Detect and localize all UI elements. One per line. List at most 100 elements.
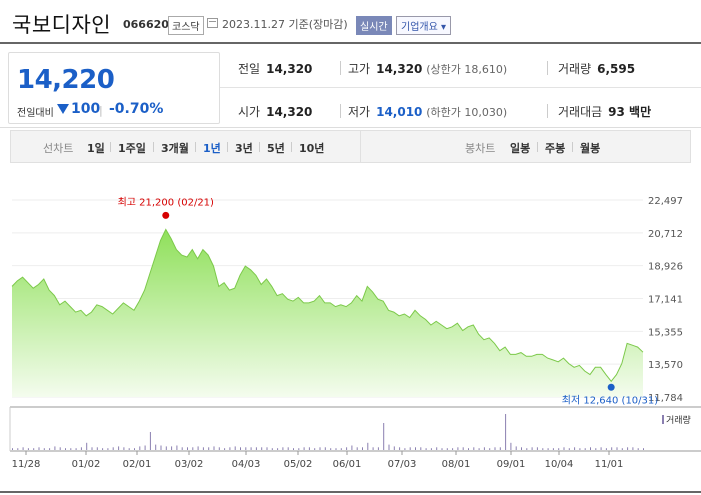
volume-bar xyxy=(86,442,88,450)
tab-daily[interactable]: 일봉 xyxy=(510,142,531,155)
tab-3y[interactable]: 3년 xyxy=(235,142,253,155)
high-annotation: 최고 21,200 (02/21) xyxy=(118,196,214,208)
volume-bar xyxy=(590,447,591,450)
volume-bar xyxy=(271,448,273,450)
volume-bar xyxy=(107,448,109,450)
x-tick-label: 03/02 xyxy=(175,459,204,470)
volume-bar xyxy=(462,447,464,450)
volume-bar xyxy=(558,448,560,450)
tab-3m[interactable]: 3개월 xyxy=(161,142,189,155)
volume-bar xyxy=(643,448,644,450)
high-marker xyxy=(162,211,170,219)
price-details: 전일 14,320 고가 14,320 (상한가 18,610) 거래량 6,595 … xyxy=(220,46,701,128)
x-tick-label: 04/03 xyxy=(232,459,261,470)
volume-bar xyxy=(144,445,146,450)
change-amount: 100 xyxy=(71,101,101,117)
volume-bar xyxy=(255,447,257,450)
volume-bar xyxy=(59,447,61,450)
volume: 거래량 6,595 xyxy=(558,62,636,76)
y-tick-label: 11,784 xyxy=(648,393,683,404)
volume-bar xyxy=(202,447,204,450)
change-percent: -0.70% xyxy=(109,101,164,117)
volume-bar xyxy=(510,442,512,450)
volume-bar xyxy=(91,447,93,450)
volume-bar xyxy=(192,447,194,450)
volume-bar xyxy=(584,448,586,450)
volume-bar xyxy=(415,447,416,450)
volume-bar xyxy=(298,448,300,450)
volume-bar xyxy=(627,447,629,450)
volume-bar xyxy=(293,448,294,450)
x-tick-label: 11/01 xyxy=(595,459,624,470)
line-chart-label: 선차트 xyxy=(43,142,74,155)
volume-bar xyxy=(483,447,485,450)
volume-bar xyxy=(75,448,77,450)
volume-bar xyxy=(176,445,178,450)
volume-bar xyxy=(605,448,607,450)
change-separator: | xyxy=(99,104,103,117)
period-tabs: 선차트 1일 1주일 3개월 1년 3년 5년 10년 봉차트 일봉 주봉 월봉 xyxy=(10,130,691,163)
volume-bar xyxy=(118,446,120,450)
high-price: 고가 14,320 (상한가 18,610) xyxy=(348,62,508,76)
tab-1w[interactable]: 1주일 xyxy=(118,142,146,155)
current-price-box: 14,220 전일대비 100 | -0.70% xyxy=(8,52,220,124)
volume-bar xyxy=(616,447,618,450)
volume-bar xyxy=(383,423,385,450)
change-label: 전일대비 xyxy=(17,108,54,119)
volume-bar xyxy=(187,447,188,450)
stock-header: 국보디자인 066620 코스닥 2023.11.27 기준(장마감) 실시간 … xyxy=(0,0,701,44)
volume-bar xyxy=(330,448,332,450)
volume-bar xyxy=(181,447,183,450)
volume-bar xyxy=(521,447,522,450)
volume-bar xyxy=(563,447,565,450)
candle-chart-label: 봉차트 xyxy=(465,142,496,155)
volume-bar xyxy=(149,432,151,450)
volume-bar xyxy=(542,448,544,450)
volume-bar xyxy=(224,448,226,450)
volume-bar xyxy=(372,447,374,450)
low-marker xyxy=(607,383,615,391)
tab-1y[interactable]: 1년 xyxy=(203,142,221,155)
volume-bar xyxy=(388,444,390,450)
tab-1d[interactable]: 1일 xyxy=(87,142,105,155)
trade-amount: 거래대금 93 백만 xyxy=(558,105,652,119)
volume-bar xyxy=(595,448,597,450)
price-chart-svg: 22,497 20,712 18,926 17,141 15,355 13,570 11,7… xyxy=(0,196,701,493)
tab-weekly[interactable]: 주봉 xyxy=(545,142,566,155)
volume-bar xyxy=(234,446,236,450)
volume-bar xyxy=(160,445,162,450)
volume-bar xyxy=(229,447,231,450)
volume-bar xyxy=(218,447,220,450)
current-price: 14,220 xyxy=(17,65,115,95)
volume-bar xyxy=(441,448,443,450)
realtime-button[interactable]: 실시간 xyxy=(356,16,392,35)
x-tick-label: 07/03 xyxy=(388,459,417,470)
tab-10y[interactable]: 10년 xyxy=(299,142,325,155)
volume-bar xyxy=(139,446,141,450)
price-chart: 22,497 20,712 18,926 17,141 15,355 13,570 11,7… xyxy=(0,165,701,495)
volume-bar xyxy=(600,447,602,450)
volume-bar xyxy=(446,448,448,450)
x-tick-label: 02/01 xyxy=(123,459,152,470)
volume-bar xyxy=(346,447,348,450)
volume-bar xyxy=(38,447,40,450)
volume-bar xyxy=(303,447,305,450)
tab-5y[interactable]: 5년 xyxy=(267,142,285,155)
volume-bar xyxy=(282,447,284,450)
volume-bar xyxy=(240,447,241,450)
volume-bar xyxy=(420,447,422,450)
volume-bar xyxy=(505,414,507,450)
y-tick-label: 13,570 xyxy=(648,360,683,371)
tab-monthly[interactable]: 월봉 xyxy=(580,142,601,155)
volume-label: 거래량 xyxy=(666,414,691,426)
y-tick-label: 22,497 xyxy=(648,196,683,207)
company-info-dropdown[interactable]: 기업개요 ▾ xyxy=(396,16,452,35)
volume-bar xyxy=(356,447,358,450)
y-tick-label: 20,712 xyxy=(648,229,683,240)
volume-bar xyxy=(266,447,268,450)
company-name[interactable]: 국보디자인 xyxy=(12,13,112,37)
volume-bar xyxy=(261,447,263,450)
volume-bar xyxy=(621,448,623,450)
volume-bar xyxy=(367,442,369,450)
volume-bar xyxy=(478,448,480,450)
